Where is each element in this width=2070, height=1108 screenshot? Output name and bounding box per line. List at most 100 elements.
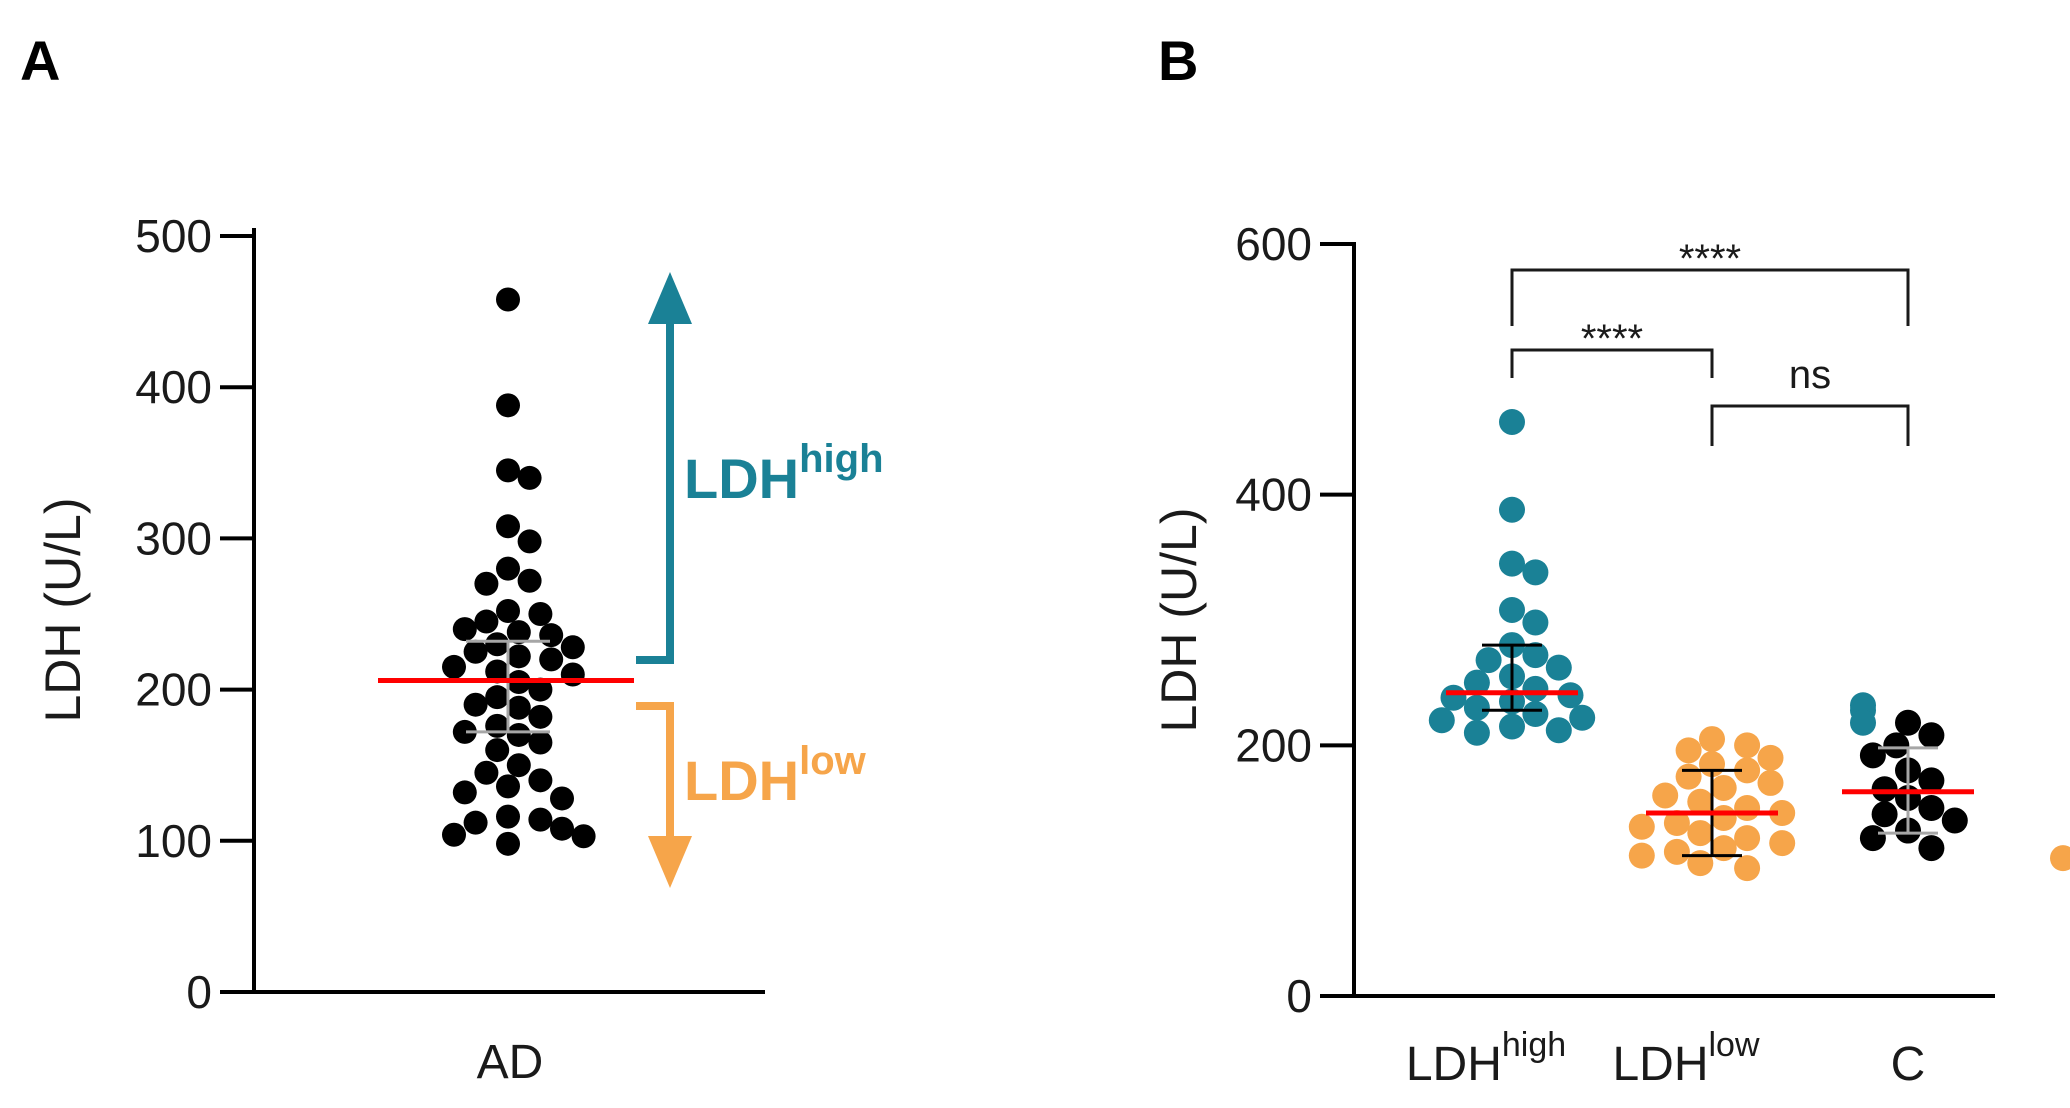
- panel-b-data-point: [1687, 788, 1714, 815]
- panel-b-data-point: [1499, 596, 1525, 623]
- panel-a-data-point: [528, 677, 553, 702]
- panel-b-groups: LDHhigh LDHlow C: [1406, 408, 2070, 1091]
- panel-a-data-point: [517, 529, 542, 554]
- panel-a-data-point: [442, 654, 466, 679]
- ldh-low-band: LDHlow: [636, 702, 867, 888]
- panel-b-data-point: [1850, 709, 1876, 736]
- panel-a-data-point: [485, 713, 510, 738]
- group-ldhhigh: [1428, 408, 1876, 746]
- ldh-low-label: LDHlow: [684, 739, 867, 812]
- panel-a-data-point: [506, 695, 531, 720]
- panel-b-data-point: [1734, 732, 1761, 759]
- panel-b-data-point: [1663, 810, 1690, 837]
- panel-a-data-point: [506, 722, 531, 747]
- panel-a-data-point: [506, 644, 531, 669]
- panel-b-comparisons: **** **** ns: [1510, 237, 1910, 446]
- panel-a-label: A: [20, 29, 60, 92]
- panel-b-category-label: C: [1891, 1038, 1926, 1091]
- panel-b-data-point: [1522, 609, 1549, 636]
- panel-a-data-point: [442, 822, 466, 847]
- panel-a-data-point: [539, 623, 564, 648]
- panel-b-data-point: [1734, 757, 1761, 784]
- panel-a-data-point: [560, 635, 585, 660]
- panel-b-data-point: [1675, 737, 1702, 764]
- panel-b-label: B: [1158, 29, 1198, 92]
- panel-b-data-point: [1557, 682, 1584, 709]
- panel-b-data-point: [1918, 795, 1945, 821]
- ldh-low-bracket: [636, 702, 674, 840]
- panel-a-data-point: [528, 704, 553, 729]
- panel-a-data-point: [506, 620, 531, 645]
- panel-b-data-point: [1941, 807, 1968, 834]
- panel-a-tick-label: 100: [135, 815, 212, 867]
- panel-b-data-point: [1499, 496, 1525, 523]
- panel-b-data-point: [1710, 835, 1737, 862]
- panel-a-stats: [378, 639, 634, 734]
- panel-a-data-point: [550, 816, 574, 841]
- panel-b-data-point: [1569, 704, 1596, 731]
- panel-a-data-point: [528, 730, 553, 755]
- panel-a-data-point: [496, 831, 520, 856]
- panel-b-data-point: [1522, 675, 1549, 702]
- panel-a-data-point: [474, 571, 499, 596]
- panel-b-data-point: [1871, 801, 1898, 828]
- panel-b-data-point: [1687, 850, 1714, 877]
- panel-b-data-point: [1757, 744, 1784, 771]
- significance-bracket: [1710, 404, 1910, 446]
- panel-a-y-axis-title: LDH (U/L): [35, 497, 91, 722]
- panel-a-tick-label: 400: [135, 361, 212, 413]
- panel-a-points: [442, 287, 596, 856]
- panel-a-data-point: [485, 632, 510, 657]
- panel-a-data-point: [496, 774, 520, 799]
- panel-b-data-point: [1652, 782, 1679, 809]
- panel-b-data-point: [1699, 726, 1725, 753]
- panel-a-data-point: [496, 598, 520, 623]
- panel-b-data-point: [1918, 722, 1945, 749]
- panel-a-data-point: [485, 685, 510, 710]
- panel-a-data-point: [496, 556, 520, 581]
- panel-b-data-point: [1757, 769, 1784, 796]
- panel-b-data-point: [1628, 813, 1655, 840]
- panel-b-data-point: [1734, 855, 1761, 882]
- panel-a-data-point: [506, 753, 531, 778]
- significance-bracket: [1510, 268, 1910, 326]
- panel-b-category-label: LDHlow: [1612, 1026, 1759, 1091]
- significance-bracket: [1510, 348, 1714, 378]
- ldh-high-bracket: [636, 316, 674, 664]
- panel-a-data-point: [517, 465, 542, 490]
- panel-b-category-label: LDHhigh: [1406, 1026, 1566, 1091]
- panel-b-data-point: [1499, 408, 1525, 435]
- group-ldhlow: [1628, 726, 2070, 882]
- panel-b-data-point: [1734, 825, 1761, 852]
- panel-a-data-point: [463, 639, 488, 664]
- panel-b-data-point: [1859, 742, 1886, 769]
- panel-b-data-point: [1428, 707, 1455, 734]
- panel-b-data-point: [1475, 647, 1502, 674]
- panel-a-data-point: [528, 768, 553, 793]
- panel-a-tick-label: 500: [135, 210, 212, 262]
- panel-b-data-point: [1463, 694, 1490, 721]
- panel-a-data-point: [528, 807, 553, 832]
- panel-a-data-point: [452, 780, 477, 805]
- group-c: [1842, 709, 1974, 862]
- panel-b-data-point: [1440, 684, 1467, 711]
- ldh-high-arrowhead: [648, 272, 692, 324]
- panel-b-data-point: [1883, 732, 1910, 759]
- ldh-high-label: LDHhigh: [684, 437, 884, 510]
- significance-label: ns: [1789, 353, 1831, 397]
- panel-b-data-point: [1675, 763, 1702, 790]
- panel-a-data-point: [452, 719, 477, 744]
- panel-b-data-point: [1522, 559, 1549, 586]
- panel-a-data-point: [571, 824, 596, 849]
- panel-b-tick-label: 200: [1235, 719, 1312, 771]
- panel-a-data-point: [539, 647, 564, 672]
- ldh-high-band: LDHhigh: [636, 272, 884, 664]
- panel-a-y-ticks: 0 100 200 300 400 500: [135, 210, 254, 1018]
- ldh-low-arrowhead: [648, 836, 692, 888]
- panel-b-data-point: [1769, 830, 1796, 857]
- panel-b-data-point: [1663, 838, 1690, 865]
- panel-b-y-axis-title: LDH (U/L): [1151, 507, 1207, 732]
- panel-a-data-point: [496, 514, 520, 539]
